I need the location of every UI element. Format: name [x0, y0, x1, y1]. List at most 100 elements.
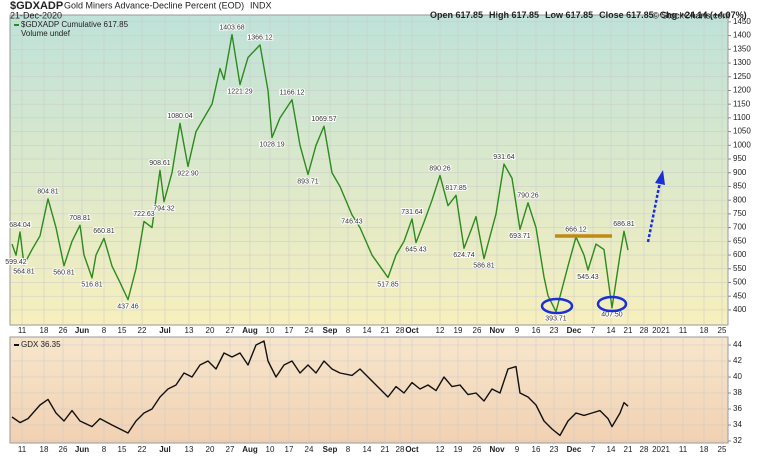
- x-tick-label: 16: [532, 445, 541, 454]
- x-tick-label: 14: [363, 326, 372, 335]
- data-label: 407.50: [601, 312, 623, 319]
- y-tick-label: 400: [733, 305, 747, 314]
- x-tick-label: 9: [515, 326, 520, 335]
- x-tick-label: 14: [607, 326, 616, 335]
- data-label: 893.71: [297, 178, 319, 185]
- x-tick-label: 18: [40, 326, 49, 335]
- x-tick-label: Nov: [489, 445, 505, 454]
- x-tick-label: 10: [266, 445, 275, 454]
- x-tick-label: 11: [18, 445, 27, 454]
- y-tick-label: 36: [733, 404, 742, 413]
- x-tick-label: 19: [454, 445, 463, 454]
- x-tick-label: Sep: [323, 445, 338, 454]
- arrow-head: [655, 170, 665, 185]
- y-tick-label: 650: [733, 236, 747, 245]
- x-tick-label: 7: [591, 326, 596, 335]
- data-label: 1166.12: [280, 90, 305, 97]
- data-label: 1366.12: [247, 35, 272, 42]
- main-panel: [9, 14, 729, 326]
- x-tick-label: 25: [718, 445, 727, 454]
- exchange: INDX: [250, 0, 272, 10]
- x-tick-label: Jun: [75, 445, 89, 454]
- x-tick-label: 13: [185, 445, 194, 454]
- x-tick-label: 8: [346, 326, 351, 335]
- x-tick-label: 28: [396, 326, 405, 335]
- y-tick-label: 750: [733, 209, 747, 218]
- date: 21-Dec-2020: [10, 10, 62, 20]
- data-label: 516.81: [81, 282, 103, 289]
- x-tick-label: 15: [118, 326, 127, 335]
- data-label: 790.26: [517, 193, 539, 200]
- x-tick-label: Sep: [323, 326, 338, 335]
- data-label: 1221.29: [227, 88, 252, 95]
- x-tick-label: 21: [624, 445, 633, 454]
- x-tick-label: 16: [532, 326, 541, 335]
- data-label: 545.43: [577, 274, 599, 281]
- x-tick-label: Nov: [489, 326, 505, 335]
- data-label: 517.85: [377, 281, 399, 288]
- y-tick-label: 500: [733, 278, 747, 287]
- x-tick-label: Aug: [242, 445, 258, 454]
- legend-label: $GDXADP Cumulative 617.85: [21, 20, 129, 29]
- data-label: 1403.68: [219, 24, 244, 31]
- data-label: 731.64: [401, 209, 423, 216]
- y-tick-label: 1400: [733, 31, 751, 40]
- x-tick-label: Jul: [159, 445, 171, 454]
- x-tick-label: 28: [640, 326, 649, 335]
- y-tick-label: 32: [733, 436, 742, 445]
- x-tick-label: 14: [607, 445, 616, 454]
- x-tick-label: 11: [679, 326, 688, 335]
- series-line: [11, 340, 629, 437]
- index-name: Gold Miners Advance-Decline Percent (EOD…: [64, 0, 244, 10]
- x-tick-label: 26: [59, 445, 68, 454]
- y-tick-label: 1200: [733, 86, 751, 95]
- y-tick-label: 44: [733, 340, 742, 349]
- x-tick-label: 2021: [652, 326, 670, 335]
- arrow-shaft: [646, 181, 662, 243]
- x-tick-label: 22: [138, 445, 147, 454]
- data-label: 908.61: [149, 160, 171, 167]
- x-tick-label: 12: [436, 445, 445, 454]
- data-label: 931.64: [493, 154, 515, 161]
- x-tick-label: 8: [102, 445, 107, 454]
- x-tick-label: 20: [206, 326, 215, 335]
- data-label: 624.74: [453, 252, 475, 259]
- data-label: 564.81: [13, 269, 35, 276]
- y-tick-label: 1250: [733, 72, 751, 81]
- x-tick-label: 27: [226, 445, 235, 454]
- x-tick-label: 17: [285, 445, 294, 454]
- quote-item: High 617.85: [489, 10, 539, 20]
- x-tick-label: 18: [700, 445, 709, 454]
- x-tick-label: 11: [18, 326, 27, 335]
- plots: 400 450 500 550 600 650 700 750 800 850 900 950 1000…: [4, 15, 751, 454]
- x-tick-label: 17: [285, 326, 294, 335]
- y-tick-label: 40: [733, 372, 742, 381]
- x-tick-label: 26: [59, 326, 68, 335]
- x-tick-label: Dec: [567, 445, 582, 454]
- y-tick-label: 700: [733, 223, 747, 232]
- x-tick-label: 7: [591, 445, 596, 454]
- circle-marker: [596, 295, 628, 313]
- y-tick-label: 1050: [733, 127, 751, 136]
- annotations: [540, 170, 665, 315]
- x-tick-label: Dec: [567, 326, 582, 335]
- x-tick-label: 9: [515, 445, 520, 454]
- data-label: 817.85: [445, 185, 467, 192]
- x-tick-label: 12: [436, 326, 445, 335]
- quote-item: Open 617.85: [430, 10, 483, 20]
- data-label: 645.43: [405, 246, 427, 253]
- lower-panel: [9, 336, 729, 444]
- y-tick-label: 850: [733, 182, 747, 191]
- x-tick-label: 13: [185, 326, 194, 335]
- y-tick-label: 1300: [733, 58, 751, 67]
- y-tick-label: 1150: [733, 99, 751, 108]
- data-label: 746.43: [341, 219, 363, 226]
- data-label: 666.12: [565, 227, 587, 234]
- data-label: 708.81: [69, 215, 91, 222]
- quote-item: Close 617.85: [599, 10, 654, 20]
- x-tick-label: 8: [346, 445, 351, 454]
- x-tick-label: 28: [640, 445, 649, 454]
- x-tick-label: 14: [363, 445, 372, 454]
- data-label: 1028.19: [259, 141, 284, 148]
- x-tick-label: 26: [473, 326, 482, 335]
